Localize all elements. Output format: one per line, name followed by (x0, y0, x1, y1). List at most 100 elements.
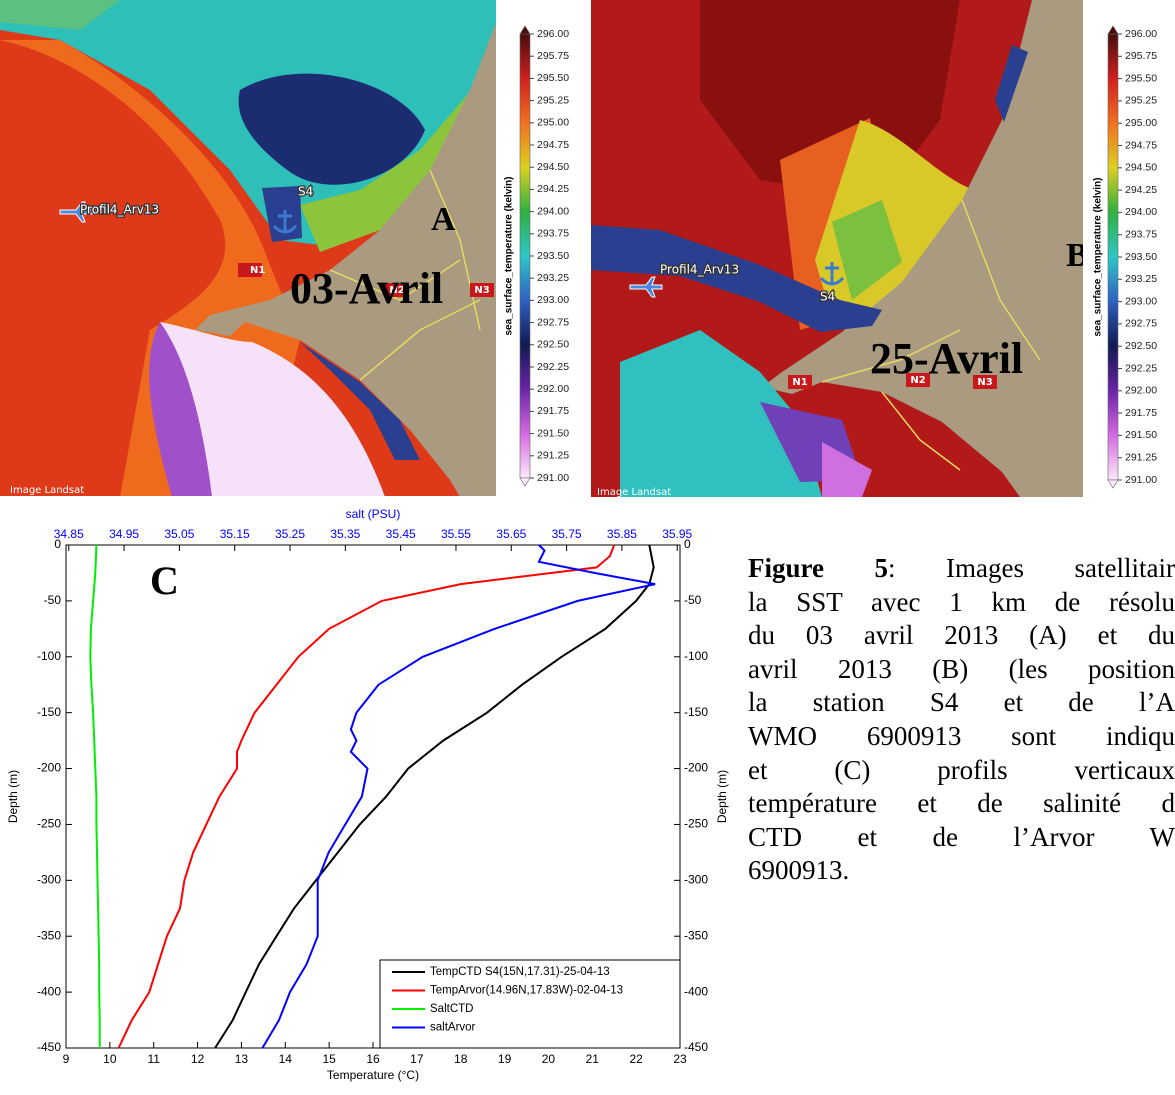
colorbar-tick-label: 291.75 (537, 405, 569, 417)
x2-tick-label: 35.45 (386, 527, 416, 541)
colorbar-tick-label: 293.00 (537, 294, 569, 306)
colorbar-tick-label: 292.00 (1125, 385, 1157, 397)
x-tick-label: 10 (103, 1052, 117, 1066)
caption-line: du 03 avril 2013 (A) et du (748, 619, 1175, 653)
colorbar-label: sea_surface_temperature (kelvin) (504, 177, 515, 336)
y-tick-label: -50 (44, 593, 62, 607)
series-line (89, 544, 101, 1048)
caption-text: température et de salinité d (748, 788, 1175, 819)
colorbar-tick-label: 294.25 (1125, 184, 1157, 196)
x-tick-label: 20 (542, 1052, 556, 1066)
y-tick-label: -300 (37, 873, 61, 887)
colorbar-tick-label: 294.75 (537, 139, 569, 151)
map-a: Profil4_Arv13 S4 N1 N2 N3 A 03-Avril Ima… (0, 0, 496, 496)
x-tick-label: 13 (235, 1052, 249, 1066)
y2-tick-label: -150 (684, 705, 708, 719)
x2-tick-label: 35.35 (330, 527, 360, 541)
x-tick-label: 19 (498, 1052, 512, 1066)
y-tick-label: -450 (37, 1040, 61, 1054)
colorbar-tick-label: 291.00 (1125, 474, 1157, 486)
y-tick-label: 0 (54, 537, 61, 551)
y2-tick-label: -450 (684, 1040, 708, 1054)
colorbar-tick-label: 292.00 (537, 383, 569, 395)
x2-tick-label: 35.65 (496, 527, 526, 541)
colorbar-tick-label: 291.50 (537, 427, 569, 439)
caption-line: Figure 5: Images satellitair (748, 552, 1175, 586)
caption-line: et (C) profils verticaux (748, 754, 1175, 788)
caption-text: et (C) profils verticaux (748, 754, 1175, 785)
series-line (117, 544, 616, 1049)
caption-line: la SST avec 1 km de résolu (748, 586, 1175, 620)
colorbar-tick-label: 292.75 (1125, 318, 1157, 330)
caption-text: du 03 avril 2013 (A) et du (748, 620, 1175, 651)
x-tick-label: 17 (410, 1052, 424, 1066)
caption-text: la SST avec 1 km de résolu (748, 586, 1175, 617)
colorbar-tick-label: 293.75 (537, 228, 569, 240)
colorbar-tick-label: 295.75 (1125, 50, 1157, 62)
y2-tick-label: -350 (684, 928, 708, 942)
caption-line: CTD et de l’Arvor W (748, 821, 1175, 855)
caption-text: : Images satellitair (888, 553, 1175, 583)
road-label: N3 (474, 285, 489, 296)
x2-tick-label: 34.95 (109, 527, 139, 541)
y2-axis-label: Depth (m) (715, 770, 729, 823)
caption-text: WMO 6900913 sont indiqu (748, 720, 1175, 751)
colorbar (519, 33, 531, 479)
x2-tick-label: 34.85 (54, 527, 84, 541)
colorbar-tick-label: 293.50 (1125, 251, 1157, 263)
x-tick-label: 18 (454, 1052, 468, 1066)
colorbar-tick-label: 291.25 (1125, 451, 1157, 463)
map-b: Profil4_Arv13 S4 N1 N2 N3 B 25-Avril Ima… (591, 0, 1089, 497)
caption: Figure 5: Images satellitair la SST avec … (748, 552, 1175, 888)
x2-tick-label: 35.05 (164, 527, 194, 541)
x2-axis-label: salt (PSU) (346, 507, 401, 521)
float-label: Profil4_Arv13 (80, 203, 159, 217)
panel-label: B (1066, 237, 1089, 274)
colorbar-tick-label: 293.50 (537, 250, 569, 262)
colorbar-tick-label: 294.75 (1125, 139, 1157, 151)
colorbar (1107, 33, 1119, 481)
caption-text: CTD et de l’Arvor W (748, 821, 1175, 852)
colorbar-tick-label: 294.00 (1125, 206, 1157, 218)
y-tick-label: -100 (37, 649, 61, 663)
colorbar-tick-label: 291.75 (1125, 407, 1157, 419)
legend-label: TempCTD S4(15N,17.31)-25-04-13 (430, 966, 610, 978)
caption-text: 6900913. (748, 855, 850, 886)
colorbar-tick-label: 295.25 (537, 94, 569, 106)
y2-tick-label: -200 (684, 761, 708, 775)
y-tick-label: -250 (37, 817, 61, 831)
colorbar-arrow (1107, 479, 1119, 489)
colorbar-tick-label: 295.50 (1125, 72, 1157, 84)
y2-tick-label: 0 (684, 537, 691, 551)
colorbar-tick-label: 294.00 (537, 205, 569, 217)
colorbar-arrow (519, 25, 531, 35)
caption-text: la station S4 et de l’A (748, 687, 1175, 718)
panel-label: C (150, 558, 179, 603)
legend-label: saltArvor (430, 1022, 476, 1034)
x-tick-label: 15 (322, 1052, 336, 1066)
colorbar-tick-label: 295.25 (1125, 95, 1157, 107)
caption-text: avril 2013 (B) (les position (748, 653, 1175, 684)
caption-line: température et de salinité d (748, 787, 1175, 821)
road-label: N1 (792, 377, 807, 388)
x-tick-label: 9 (63, 1052, 70, 1066)
y-tick-label: -200 (37, 761, 61, 775)
legend-label: SaltCTD (430, 1003, 473, 1015)
x-tick-label: 23 (673, 1052, 687, 1066)
x2-tick-label: 35.75 (552, 527, 582, 541)
road-label: N3 (977, 377, 992, 388)
caption-line: WMO 6900913 sont indiqu (748, 720, 1175, 754)
colorbar-tick-label: 294.25 (537, 183, 569, 195)
colorbar-tick-label: 293.25 (537, 272, 569, 284)
colorbar-tick-label: 296.00 (537, 28, 569, 40)
colorbar-tick-label: 293.00 (1125, 295, 1157, 307)
colorbar-tick-label: 291.00 (537, 472, 569, 484)
x2-tick-label: 35.25 (275, 527, 305, 541)
x-tick-label: 11 (147, 1052, 160, 1066)
caption-line: avril 2013 (B) (les position (748, 653, 1175, 687)
colorbar-tick-label: 295.75 (537, 50, 569, 62)
station-label: S4 (298, 185, 313, 199)
y2-tick-label: -100 (684, 649, 708, 663)
